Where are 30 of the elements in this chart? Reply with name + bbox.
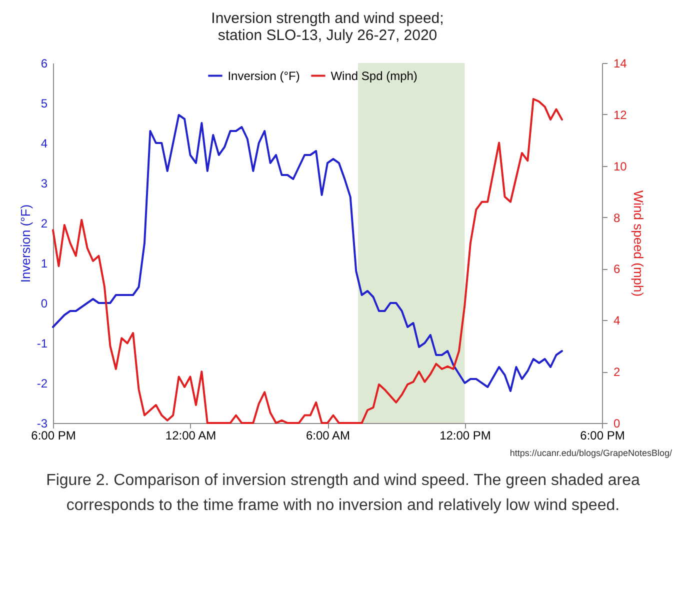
x-tick-label: 12:00 AM [165, 428, 216, 442]
caption: Figure 2. Comparison of inversion strength and wind speed. The green shaded area corresponds to the time frame with no inversion and relatively low wind speed. [45, 471, 641, 516]
y-tick-label: 2 [40, 216, 48, 230]
x-tick-label: 12:00 PM [440, 428, 491, 442]
y-tick-label: -3 [36, 416, 48, 430]
y-axis-title: Inversion (°F) [18, 204, 33, 283]
y2-tick-label: 2 [614, 365, 620, 380]
y-tick-label: 5 [40, 96, 48, 110]
y2-tick-label: 4 [614, 314, 620, 328]
y-tick-label: 1 [40, 256, 48, 270]
y2-tick-label: 8 [614, 210, 620, 225]
chart-title: Inversion strength and wind speed; station SLO-13, July 26-27, 2020 [211, 10, 444, 44]
y-tick-label: 0 [40, 296, 48, 310]
y2-tick-label: 10 [614, 159, 628, 174]
y-tick-label: 6 [40, 56, 48, 70]
x-tick-label: 6:00 PM [31, 428, 76, 442]
y2-axis-title: Wind speed (mph) [630, 190, 646, 297]
y-tick-label: 4 [40, 136, 48, 150]
x-tick-label: 6:00 PM [580, 428, 625, 442]
y-tick-label: -2 [36, 376, 48, 390]
y2-tick-label: 14 [614, 56, 628, 70]
y-tick-label: -1 [36, 336, 48, 350]
legend-label: Inversion (°F) [228, 68, 300, 83]
y2-tick-label: 6 [614, 262, 620, 276]
text: https://ucanr.edu/blogs/GrapeNotesBlog/ [508, 448, 672, 458]
x-tick-label: 6:00 AM [306, 428, 350, 442]
y2-tick-label: 0 [614, 416, 620, 430]
y2-tick-label: 12 [614, 108, 628, 122]
legend-label: Wind Spd (mph) [330, 68, 418, 83]
y-tick-label: 3 [40, 176, 48, 190]
